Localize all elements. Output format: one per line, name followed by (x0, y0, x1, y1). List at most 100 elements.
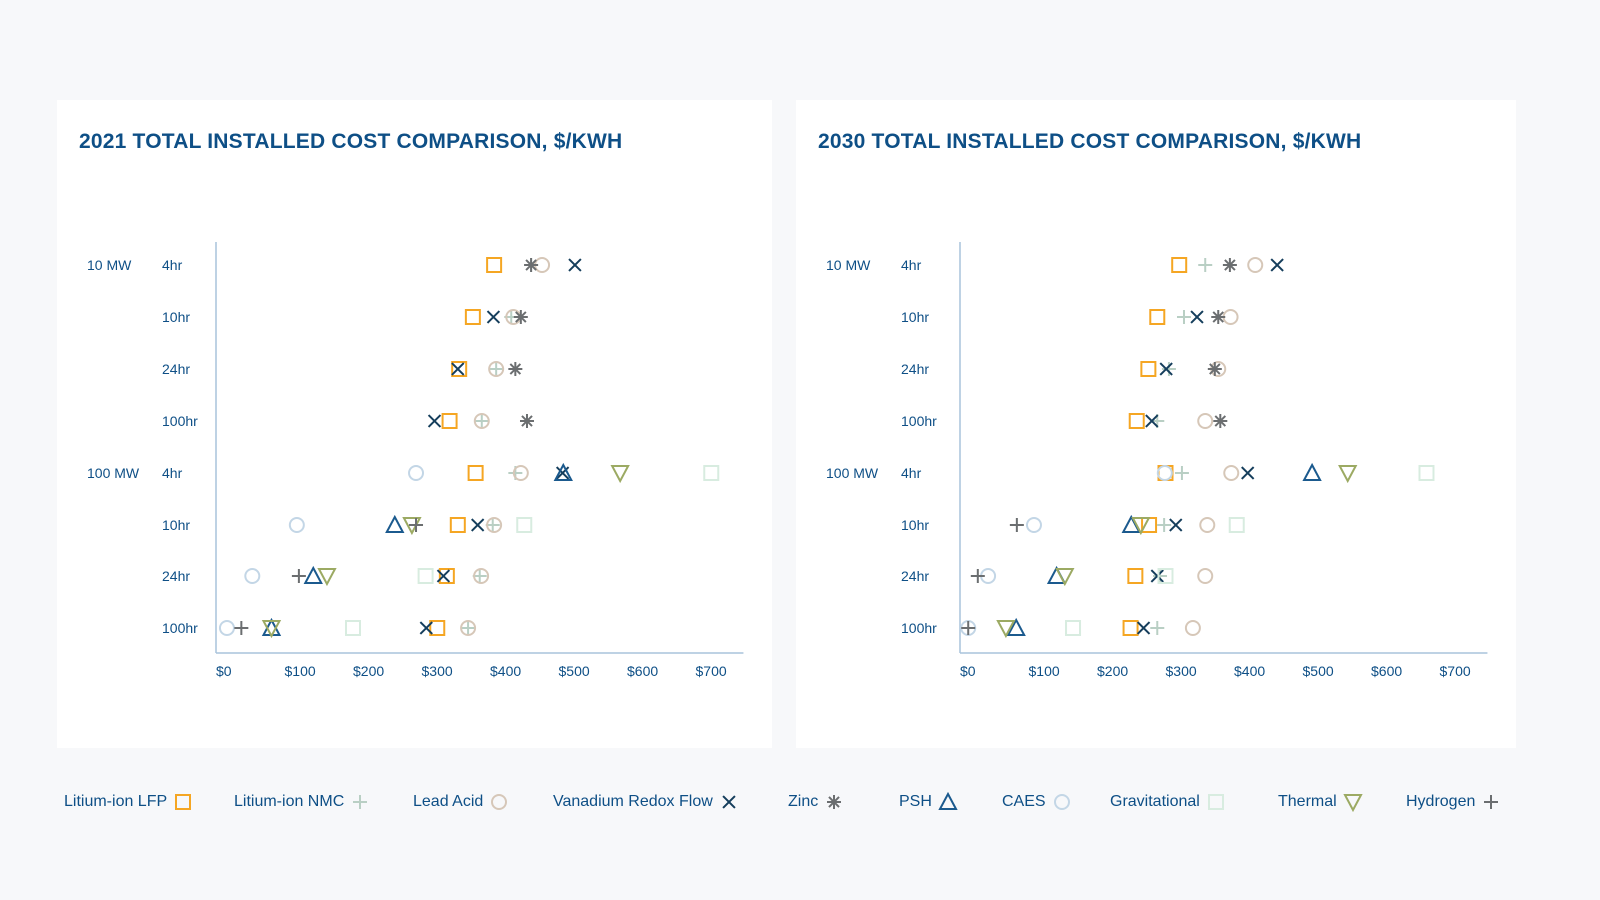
data-point (1136, 621, 1151, 635)
data-point (512, 465, 529, 481)
data-point (970, 569, 985, 583)
data-point (345, 620, 361, 636)
circle-icon (1053, 794, 1070, 810)
data-point (1338, 465, 1358, 484)
data-point (464, 309, 481, 325)
x-icon (722, 795, 736, 809)
circle-icon (491, 794, 508, 810)
data-point (519, 414, 534, 428)
data-point (513, 310, 528, 324)
asterisk-icon (827, 795, 842, 809)
data-point (1157, 568, 1174, 584)
x-tick-label: $300 (422, 663, 453, 679)
series-thermal (261, 465, 630, 639)
x-tick-label: $100 (1029, 663, 1060, 679)
x-tick-label: $0 (216, 663, 232, 679)
data-point (471, 518, 485, 532)
plus-icon (353, 795, 368, 809)
series-hydrogen (961, 518, 1024, 635)
data-point (553, 462, 573, 481)
row-label: 4hr (901, 257, 922, 273)
data-point (451, 361, 468, 377)
data-point (1065, 620, 1082, 636)
data-point (1150, 569, 1164, 583)
legend-item-nmc: Litium-ion NMC (234, 792, 370, 812)
legend-label: Litium-ion LFP (64, 793, 168, 810)
data-point (1222, 309, 1239, 325)
data-point (288, 517, 305, 533)
square-icon (1207, 794, 1224, 810)
legend-label: Zinc (788, 793, 819, 810)
data-point (467, 465, 484, 481)
x-tick-label: $500 (1303, 663, 1334, 679)
row-label: 100hr (162, 413, 198, 429)
data-point (473, 413, 490, 429)
row-label: 10hr (162, 517, 190, 533)
row-label: 10hr (901, 309, 929, 325)
legend-item-gravitational: Gravitational (1110, 792, 1226, 812)
row-label: 24hr (162, 568, 190, 584)
data-point (996, 620, 1016, 639)
row-label: 24hr (162, 361, 190, 377)
chart-card-2021: 2021 TOTAL INSTALLED COST COMPARISON, $/… (57, 100, 772, 748)
data-point (1169, 518, 1183, 532)
data-point (1025, 517, 1042, 533)
data-point (1153, 569, 1168, 583)
series-litium-ion-lfp (429, 257, 503, 636)
data-point (1055, 568, 1075, 587)
data-point (1418, 465, 1435, 481)
data-point (1156, 465, 1173, 481)
data-point (1174, 466, 1189, 480)
x-tick-label: $400 (1234, 663, 1265, 679)
series-caes (960, 465, 1173, 636)
data-point (1222, 258, 1237, 272)
data-point (438, 568, 455, 584)
legend-label: Gravitational (1110, 793, 1200, 810)
data-point (489, 362, 504, 376)
data-point (961, 621, 976, 635)
legend-item-zinc: Zinc (788, 792, 844, 812)
data-point (385, 514, 405, 533)
data-point (436, 569, 451, 583)
legend-label: CAES (1002, 793, 1046, 810)
chart-2030: $0 $100 $200 $300 $400 $500 $600 $700 10 MW 4hr 10… (826, 242, 1488, 679)
x-tick-label: $200 (353, 663, 384, 679)
data-point (429, 620, 446, 636)
legend-label: Lead Acid (413, 793, 484, 810)
data-point (1140, 361, 1157, 377)
data-point (317, 568, 337, 587)
data-point (1207, 362, 1222, 376)
data-point (486, 310, 501, 324)
data-point (461, 621, 476, 635)
x-tick-label: $600 (1371, 663, 1402, 679)
data-point (703, 465, 720, 481)
data-point (460, 620, 477, 636)
chart-title: 2021 TOTAL INSTALLED COST COMPARISON, $/… (79, 130, 623, 153)
square-icon (175, 794, 192, 810)
data-point (409, 518, 424, 532)
data-point (261, 620, 282, 639)
series-psh (261, 462, 573, 636)
chart-card-2030: 2030 TOTAL INSTALLED COST COMPARISON, $/… (796, 100, 1516, 748)
series-thermal (996, 465, 1358, 639)
data-point (291, 569, 306, 583)
data-point (1176, 310, 1191, 324)
data-point (1190, 310, 1204, 324)
data-point (1145, 414, 1159, 428)
series-litium-ion-nmc (1150, 258, 1213, 635)
data-point (419, 621, 433, 635)
data-point (508, 362, 523, 376)
chart-title: 2030 TOTAL INSTALLED COST COMPARISON, $/… (818, 130, 1362, 153)
series-vanadium-redox-flow (419, 258, 582, 635)
triangle-down-icon (1343, 794, 1363, 812)
row-label: 4hr (162, 465, 183, 481)
data-point (474, 414, 489, 428)
data-point (1241, 466, 1255, 480)
row-label: 24hr (901, 361, 929, 377)
legend-item-thermal: Thermal (1278, 792, 1363, 812)
plus-icon (1484, 795, 1499, 809)
data-point (516, 517, 533, 533)
data-point (473, 568, 490, 584)
data-point (1131, 517, 1151, 536)
data-point (234, 621, 249, 635)
